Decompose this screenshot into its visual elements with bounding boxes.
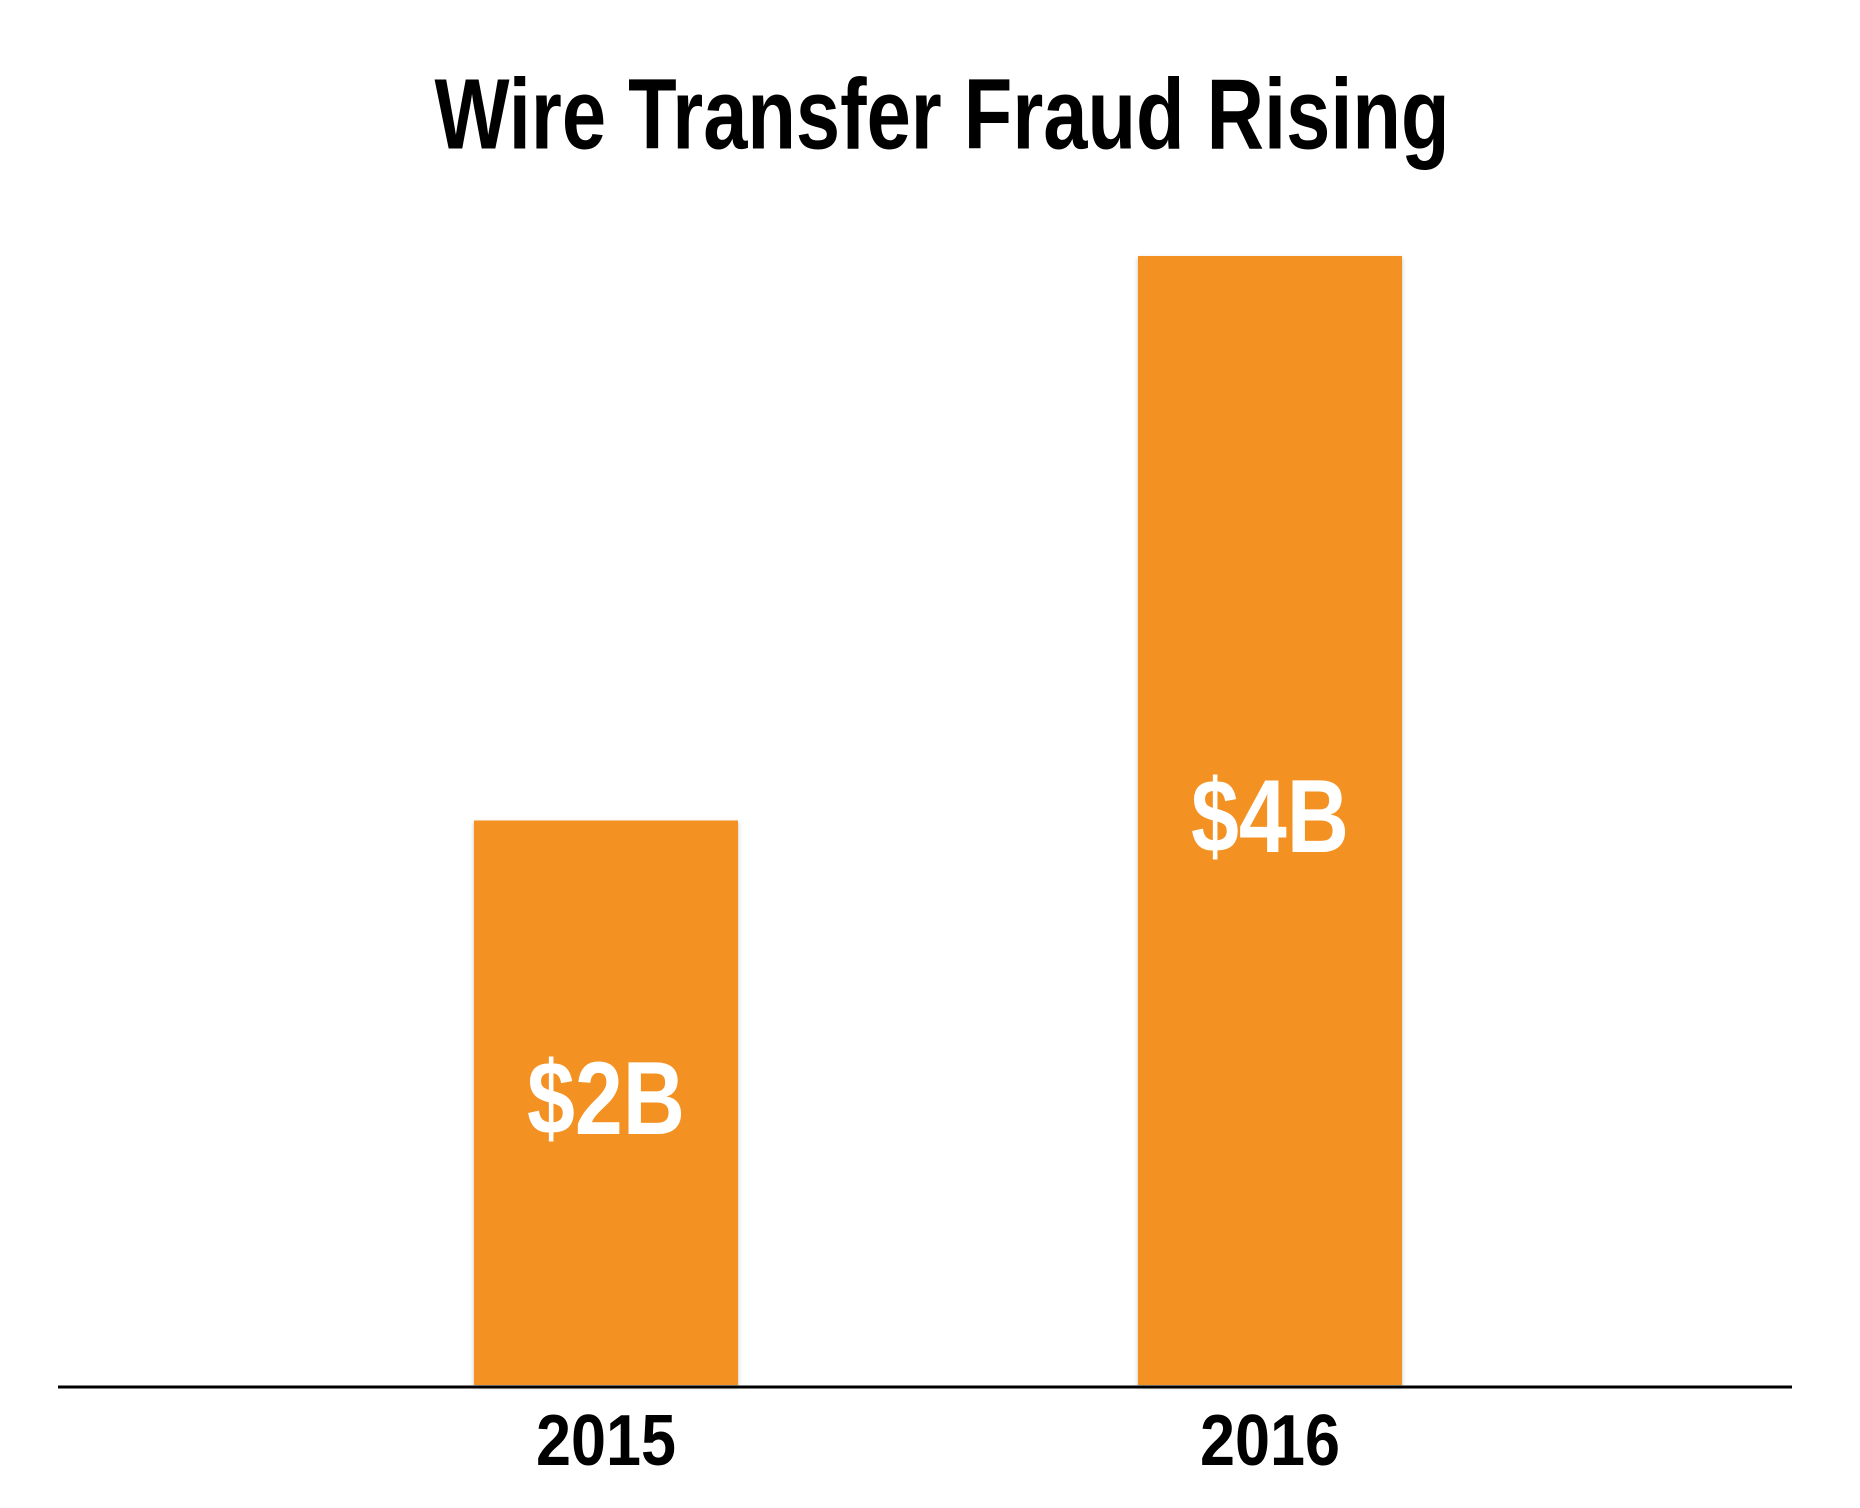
x-tick-label: 2016 [1200, 1401, 1340, 1481]
bar [474, 820, 738, 1385]
value-label: $2B [527, 1041, 685, 1157]
x-tick-label: 2015 [536, 1401, 676, 1481]
bar [1138, 256, 1402, 1385]
value-label: $4B [1191, 759, 1349, 875]
chart-title: Wire Transfer Fraud Rising [435, 58, 1450, 170]
